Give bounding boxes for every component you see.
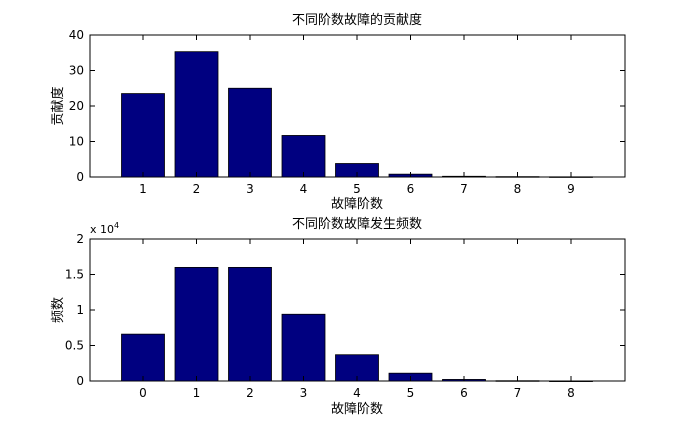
y-scale-base: x 10 [90, 223, 114, 236]
x-tick-label: 1 [193, 386, 201, 400]
y-axis-label: 频数 [51, 297, 66, 323]
bar [228, 266, 272, 382]
bar [174, 266, 219, 382]
y-tick-label: 20 [69, 99, 84, 113]
contribution-chart: 不同阶数故障的贡献度 故障阶数 贡献度 1 2 3 4 5 6 7 8 9 0 10 20 30 40 [50, 12, 626, 212]
x-tick-label: 4 [300, 182, 308, 196]
x-tick-label: 6 [407, 182, 415, 196]
y-tick-label: 0.5 [65, 339, 84, 353]
bar [281, 313, 326, 382]
bar [174, 51, 219, 178]
x-tick-label: 3 [246, 182, 254, 196]
x-tick-label: 2 [246, 386, 254, 400]
x-tick-label: 3 [300, 386, 308, 400]
y-scale-exponent: 4 [114, 221, 119, 230]
x-tick-label: 5 [407, 386, 415, 400]
y-tick-label: 40 [69, 28, 84, 42]
y-tick-label: 30 [69, 64, 84, 78]
y-axis-label: 贡献度 [50, 86, 66, 125]
x-axis-label: 故障阶数 [331, 197, 383, 212]
y-tick-label: 10 [69, 135, 84, 149]
y-tick-label: 1.5 [65, 268, 84, 282]
bar [228, 87, 272, 178]
bar [121, 93, 165, 178]
y-tick-label: 2 [76, 232, 84, 246]
x-tick-label: 1 [139, 182, 147, 196]
x-tick-label: 8 [567, 386, 575, 400]
x-tick-label: 2 [193, 182, 201, 196]
y-tick-label: 1 [76, 303, 84, 317]
x-tick-label: 7 [514, 386, 522, 400]
chart-title: 不同阶数故障的贡献度 [292, 12, 422, 28]
y-tick-label: 0 [76, 170, 84, 184]
bar [281, 135, 326, 178]
frequency-chart: 不同阶数故障发生频数 故障阶数 频数 x 104 0 1 2 3 4 5 6 7 800.511… [51, 216, 626, 417]
x-tick-label: 0 [139, 386, 147, 400]
y-tick-label: 0 [76, 374, 84, 388]
x-tick-label: 8 [514, 182, 522, 196]
chart-title: 不同阶数故障发生频数 [292, 216, 422, 232]
x-tick-label: 9 [567, 182, 575, 196]
bar [121, 333, 165, 382]
x-tick-label: 7 [460, 182, 468, 196]
x-axis-label: 故障阶数 [331, 402, 383, 417]
y-scale-multiplier: x 104 [90, 221, 119, 236]
axes-frame [89, 34, 626, 178]
x-tick-label: 4 [353, 386, 361, 400]
bar [549, 380, 593, 382]
x-tick-label: 5 [353, 182, 361, 196]
x-tick-label: 6 [460, 386, 468, 400]
